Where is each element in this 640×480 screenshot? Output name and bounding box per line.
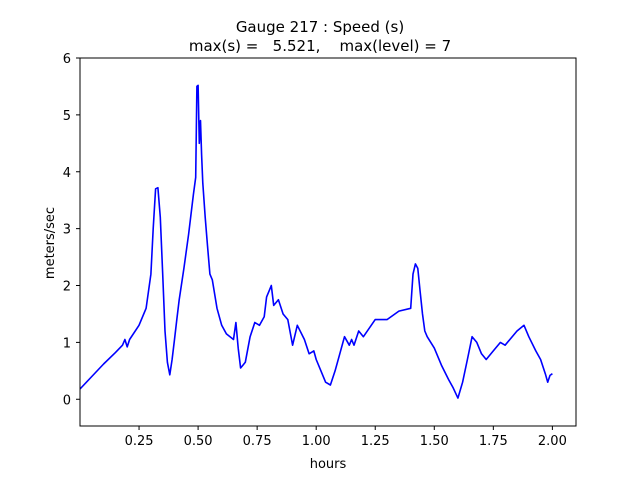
x-tick-label: 0.50 bbox=[184, 434, 213, 449]
y-tick-label: 2 bbox=[63, 280, 71, 295]
x-tick-label: 0.25 bbox=[125, 434, 154, 449]
x-tick-label: 0.75 bbox=[243, 434, 272, 449]
y-tick-label: 6 bbox=[63, 52, 71, 67]
x-tick-label: 1.75 bbox=[479, 434, 508, 449]
speed-series-line bbox=[80, 84, 553, 399]
x-tick-label: 2.00 bbox=[538, 434, 567, 449]
y-tick-label: 1 bbox=[63, 336, 71, 351]
x-tick-label: 1.50 bbox=[420, 434, 449, 449]
y-tick-label: 4 bbox=[63, 166, 71, 181]
chart-title-line1: Gauge 217 : Speed (s) bbox=[236, 18, 404, 36]
x-tick-label: 1.00 bbox=[302, 434, 331, 449]
x-tick-label: 1.25 bbox=[361, 434, 390, 449]
y-tick-label: 5 bbox=[63, 109, 71, 124]
y-axis-label: meters/sec bbox=[43, 207, 58, 279]
y-axis-ticks: 0 1 2 3 4 5 6 bbox=[63, 52, 80, 408]
y-tick-label: 3 bbox=[63, 223, 71, 238]
x-axis-ticks: 0.25 0.50 0.75 1.00 1.25 1.50 1.75 2.00 bbox=[125, 426, 567, 449]
plot-area-frame bbox=[79, 57, 577, 427]
y-tick-label: 0 bbox=[63, 393, 71, 408]
chart-title-line2: max(s) = 5.521, max(level) = 7 bbox=[189, 37, 451, 55]
x-axis-label: hours bbox=[310, 457, 347, 472]
